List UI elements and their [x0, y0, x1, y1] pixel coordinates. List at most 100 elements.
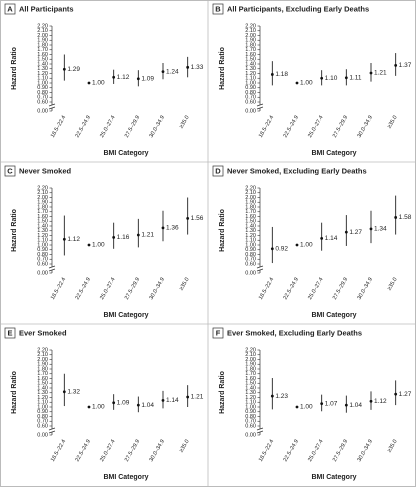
y-tick-label: 1.50 — [37, 57, 48, 63]
y-tick-label: 0.90 — [245, 247, 256, 253]
y-tick-label: 0.70 — [245, 257, 256, 263]
y-tick-label: 0.70 — [37, 419, 48, 425]
value-label: 1.09 — [141, 75, 154, 82]
y-tick-label: 0.80 — [245, 414, 256, 420]
point — [344, 230, 348, 234]
point — [136, 77, 140, 81]
panel-letter: A — [7, 4, 13, 13]
y-axis-label: Hazard Ratio — [219, 371, 226, 414]
point — [295, 405, 299, 409]
point — [62, 237, 66, 241]
y-tick-label: 0.60 — [37, 261, 48, 267]
point — [136, 233, 140, 237]
value-label: 1.00 — [92, 242, 105, 249]
y-tick-label: 1.20 — [37, 71, 48, 77]
y-tick-label: 1.40 — [37, 385, 48, 391]
value-label: 1.07 — [325, 400, 338, 407]
panel-title: Ever Smoked — [19, 328, 67, 337]
y-tick-label: 1.20 — [245, 233, 256, 239]
point — [112, 75, 116, 79]
point — [186, 395, 190, 399]
value-label: 0.92 — [275, 246, 288, 253]
y-tick-label: 0.80 — [37, 90, 48, 96]
y-tick-label: 2.00 — [245, 33, 256, 39]
point — [270, 73, 274, 76]
value-label: 1.00 — [92, 404, 105, 411]
y-tick-label: 1.90 — [37, 38, 48, 44]
y-tick-label: 0.80 — [245, 252, 256, 258]
panel-letter-box — [212, 165, 224, 177]
axis-break — [256, 103, 264, 107]
panel-letter-box — [4, 3, 16, 15]
y-tick-label: 0.60 — [37, 99, 48, 105]
y-tick-label: 1.20 — [37, 395, 48, 401]
y-tick-label: 0.80 — [37, 414, 48, 420]
point — [270, 394, 274, 398]
x-axis-label: BMI Category — [311, 150, 356, 157]
value-label: 1.18 — [275, 71, 288, 78]
panel-title: Never Smoked — [19, 166, 72, 175]
point — [295, 81, 299, 85]
axis-break — [256, 265, 264, 269]
y-axis-label: Hazard Ratio — [11, 209, 18, 252]
axis-break — [256, 430, 264, 434]
panel-letter-box — [212, 327, 224, 339]
axis-break — [48, 268, 56, 272]
y-tick-label: 1.50 — [37, 219, 48, 225]
y-tick-label: 1.00 — [245, 80, 256, 86]
point — [320, 236, 324, 240]
y-tick-label: 0.80 — [245, 90, 256, 96]
y-tick-label: 1.10 — [37, 400, 48, 406]
x-axis-label: BMI Category — [311, 312, 356, 319]
y-tick-label: 0.70 — [37, 257, 48, 263]
y-tick-label: 1.50 — [245, 219, 256, 225]
value-label: 1.12 — [117, 74, 130, 81]
point — [320, 402, 324, 406]
y-tick-label: 1.40 — [245, 223, 256, 229]
y-tick-label: 1.70 — [245, 209, 256, 215]
axis-break — [256, 427, 264, 431]
y-tick-label: 0.60 — [245, 99, 256, 105]
y-tick-label: 1.60 — [37, 52, 48, 58]
y-tick-label: 2.20 — [37, 347, 48, 353]
axis-break — [48, 430, 56, 434]
panel-title: All Participants, Excluding Early Deaths — [227, 4, 369, 13]
value-label: 1.09 — [117, 399, 130, 406]
point — [344, 403, 348, 407]
y-tick-label: 0.70 — [245, 95, 256, 101]
point — [161, 398, 165, 402]
y-tick-label: 1.90 — [245, 38, 256, 44]
x-axis-label: BMI Category — [103, 150, 148, 157]
y-tick-label: 0.90 — [37, 247, 48, 253]
y-tick-label: 0.70 — [245, 419, 256, 425]
y-axis-label: Hazard Ratio — [11, 47, 18, 90]
y-tick-label: 0.70 — [37, 95, 48, 101]
y-tick-label: 0.00 — [37, 108, 48, 114]
value-label: 1.12 — [374, 398, 387, 405]
x-axis-label: BMI Category — [103, 474, 148, 481]
y-tick-label: 1.20 — [245, 71, 256, 77]
x-axis-label: BMI Category — [103, 312, 148, 319]
panel-title: Ever Smoked, Excluding Early Deaths — [227, 328, 362, 337]
y-tick-label: 0.90 — [37, 85, 48, 91]
y-tick-label: 1.10 — [37, 76, 48, 82]
y-tick-label: 1.30 — [37, 66, 48, 72]
y-tick-label: 1.60 — [245, 376, 256, 382]
point — [112, 401, 116, 405]
y-tick-label: 1.80 — [37, 366, 48, 372]
value-label: 1.24 — [166, 68, 179, 75]
y-tick-label: 1.50 — [245, 381, 256, 387]
y-tick-label: 1.10 — [245, 400, 256, 406]
y-tick-label: 2.20 — [245, 185, 256, 191]
value-label: 1.16 — [117, 234, 130, 241]
y-axis-label: Hazard Ratio — [11, 371, 18, 414]
y-tick-label: 1.60 — [245, 52, 256, 58]
panel-title: All Participants — [19, 4, 74, 13]
y-tick-label: 0.00 — [37, 432, 48, 438]
point — [161, 70, 165, 73]
value-label: 1.34 — [374, 226, 387, 233]
value-label: 1.00 — [300, 80, 313, 87]
y-tick-label: 1.20 — [245, 395, 256, 401]
y-tick-label: 1.80 — [245, 366, 256, 372]
